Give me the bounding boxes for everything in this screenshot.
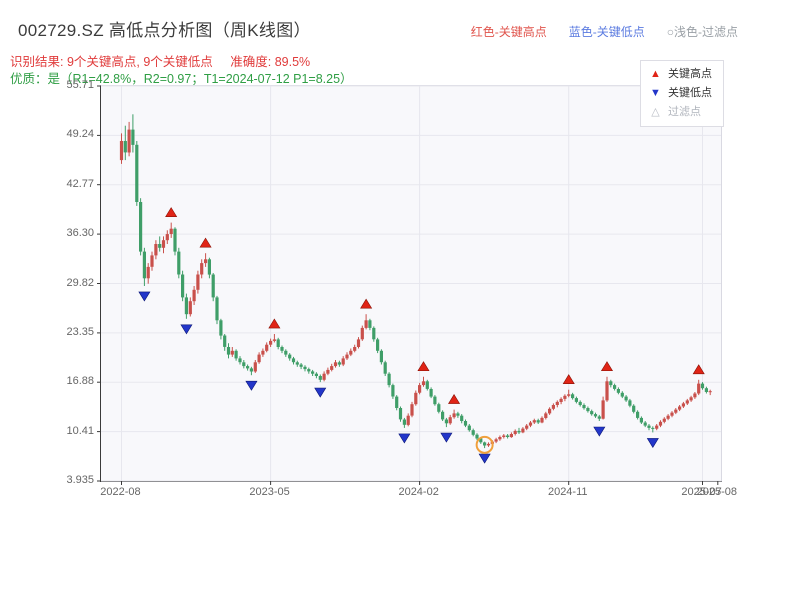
- y-axis-label: 42.77: [66, 177, 94, 190]
- legend-item-key-low: ▼ 关键低点: [649, 87, 715, 100]
- y-axis-label: 29.82: [66, 276, 94, 289]
- y-axis-label: 36.30: [66, 227, 94, 240]
- down-triangle-icon: ▼: [650, 87, 661, 99]
- recognition-result-line: 识别结果: 9个关键高点, 9个关键低点 准确度: 89.5%: [10, 51, 310, 70]
- x-axis-label: 2025-07: [681, 486, 722, 498]
- top-legend: 红色-关键高点 蓝色-关键低点 ○浅色-过滤点: [471, 23, 738, 40]
- x-axis-labels: 2022-08 2023-05 2024-02 2024-11 2025-07 2025-…: [100, 486, 737, 502]
- legend-item-label: 关键高点: [668, 68, 712, 80]
- legend-item-label: 过滤点: [668, 106, 701, 118]
- legend-key-low-label: 蓝色-关键低点: [568, 25, 645, 39]
- legend-item-label: 关键低点: [668, 87, 712, 99]
- result-text: 识别结果: 9个关键高点, 9个关键低点: [10, 55, 213, 69]
- x-axis-label: 2022-08: [100, 486, 141, 498]
- candlestick-plot-svg: [97, 85, 721, 485]
- x-axis-label: 2024-02: [398, 486, 439, 498]
- plot-legend: ▲ 关键高点 ▼ 关键低点 △ 过滤点: [640, 60, 724, 127]
- y-axis-label: 23.35: [66, 325, 94, 338]
- y-axis-label: 3.935: [66, 474, 94, 486]
- open-triangle-icon: △: [651, 106, 660, 118]
- y-axis-label: 16.88: [66, 375, 94, 388]
- legend-item-filter: △ 过滤点: [649, 106, 715, 119]
- x-axis-label: 2023-05: [249, 486, 290, 498]
- accuracy-text: 准确度: 89.5%: [230, 55, 311, 69]
- legend-item-key-high: ▲ 关键高点: [649, 68, 715, 81]
- legend-filter-label: ○浅色-过滤点: [666, 25, 738, 39]
- legend-key-high-label: 红色-关键高点: [470, 25, 547, 39]
- quality-line: 优质：是（R1=42.8%，R2=0.97；T1=2024-07-12 P1=8…: [10, 72, 353, 86]
- y-axis-label: 49.24: [66, 128, 94, 141]
- up-triangle-icon: ▲: [650, 68, 661, 80]
- page-title: 002729.SZ 高低点分析图（周K线图）: [18, 21, 311, 40]
- x-axis-label: 2025-08: [696, 486, 738, 498]
- x-axis-label: 2024-11: [547, 486, 588, 498]
- y-axis-label: 10.41: [66, 424, 94, 437]
- y-axis-label: 55.71: [66, 79, 94, 91]
- plot-area: [97, 85, 722, 485]
- y-axis-labels: 55.71 49.24 42.77 36.30 29.82 23.35 16.88 10.41…: [0, 79, 94, 486]
